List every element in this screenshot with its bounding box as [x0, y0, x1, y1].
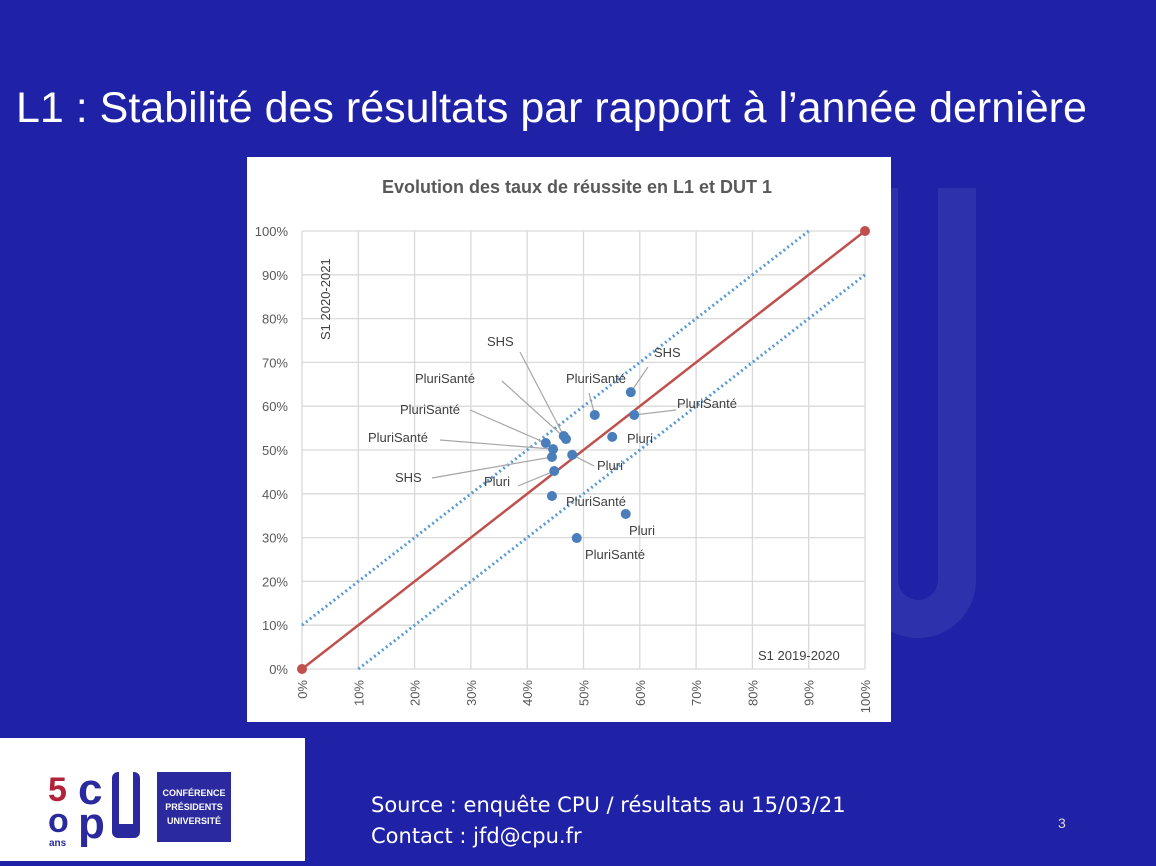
data-label: Pluri — [627, 431, 653, 446]
y-axis-title: S1 2020-2021 — [318, 258, 333, 340]
data-label: SHS — [395, 470, 422, 485]
data-point — [607, 431, 618, 442]
y-tick-label: 60% — [262, 399, 288, 414]
svg-text:ans: ans — [49, 838, 67, 849]
data-point — [571, 533, 582, 544]
cpu-logo-graphic: 5 o ans c p CONFÉRENCE PRÉSIDENTS UNIVER… — [48, 765, 231, 849]
y-tick-label: 90% — [262, 268, 288, 283]
data-label: SHS — [487, 334, 514, 349]
y-tick-label: 10% — [262, 618, 288, 633]
y-tick-label: 40% — [262, 487, 288, 502]
cpu-logo: 5 o ans c p CONFÉRENCE PRÉSIDENTS UNIVER… — [0, 738, 305, 861]
x-tick-label: 40% — [520, 680, 535, 706]
page-number: 3 — [1058, 815, 1066, 831]
data-label: SHS — [654, 345, 681, 360]
x-axis-title: S1 2019-2020 — [758, 648, 840, 663]
tolerance-line — [301, 229, 810, 627]
source-text: Source : enquête CPU / résultats au 15/0… — [371, 793, 846, 817]
leader-line — [439, 439, 554, 450]
x-tick-label: 0% — [295, 680, 310, 699]
x-tick-label: 30% — [464, 680, 479, 706]
data-point — [567, 449, 578, 460]
chart-title: Evolution des taux de réussite en L1 et … — [382, 177, 772, 197]
data-label: Pluri — [597, 458, 623, 473]
data-point — [540, 437, 551, 448]
svg-text:5: 5 — [48, 771, 67, 809]
leader-line — [517, 470, 555, 487]
data-label: PluriSanté — [677, 396, 737, 411]
y-tick-label: 80% — [262, 312, 288, 327]
y-tick-label: 0% — [269, 662, 288, 677]
x-tick-label: 100% — [858, 680, 873, 714]
x-tick-label: 80% — [745, 680, 760, 706]
svg-text:PRÉSIDENTS: PRÉSIDENTS — [165, 802, 223, 812]
data-label: PluriSanté — [415, 371, 475, 386]
diagonal-line — [301, 230, 866, 670]
diagonal-endpoint — [860, 226, 870, 236]
leader-line — [501, 380, 567, 440]
leader-line — [630, 366, 649, 393]
data-point — [620, 508, 631, 519]
data-label: PluriSanté — [368, 430, 428, 445]
slide-title: L1 : Stabilité des résultats par rapport… — [16, 84, 1087, 132]
x-tick-label: 90% — [802, 680, 817, 706]
y-tick-label: 100% — [255, 224, 289, 239]
leader-line — [431, 456, 553, 479]
y-tick-label: 50% — [262, 443, 288, 458]
data-point — [625, 387, 636, 398]
data-label: Pluri — [629, 523, 655, 538]
x-tick-label: 60% — [633, 680, 648, 706]
svg-text:UNIVERSITÉ: UNIVERSITÉ — [167, 816, 221, 826]
leader-line — [634, 409, 677, 416]
svg-text:CONFÉRENCE: CONFÉRENCE — [162, 788, 225, 798]
y-tick-label: 70% — [262, 355, 288, 370]
svg-text:p: p — [78, 799, 105, 848]
data-point — [546, 490, 557, 501]
tolerance-line — [357, 273, 866, 671]
y-tick-label: 30% — [262, 531, 288, 546]
data-label: PluriSanté — [566, 371, 626, 386]
x-tick-label: 50% — [577, 680, 592, 706]
leader-line — [519, 351, 565, 437]
data-point — [561, 434, 572, 445]
data-label: Pluri — [484, 474, 510, 489]
svg-text:o: o — [48, 802, 69, 840]
y-tick-label: 20% — [262, 574, 288, 589]
leader-line — [469, 409, 547, 444]
data-label: PluriSanté — [566, 494, 626, 509]
contact-text: Contact : jfd@cpu.fr — [371, 824, 582, 848]
data-point — [549, 466, 560, 477]
svg-text:c: c — [78, 765, 102, 814]
data-label: PluriSanté — [400, 402, 460, 417]
x-tick-label: 20% — [408, 680, 423, 706]
data-point — [589, 409, 600, 420]
data-point — [629, 409, 640, 420]
x-tick-label: 10% — [351, 680, 366, 706]
data-label: PluriSanté — [585, 547, 645, 562]
data-point — [548, 444, 559, 455]
x-tick-label: 70% — [689, 680, 704, 706]
data-point — [546, 452, 557, 463]
diagonal-endpoint — [297, 664, 307, 674]
